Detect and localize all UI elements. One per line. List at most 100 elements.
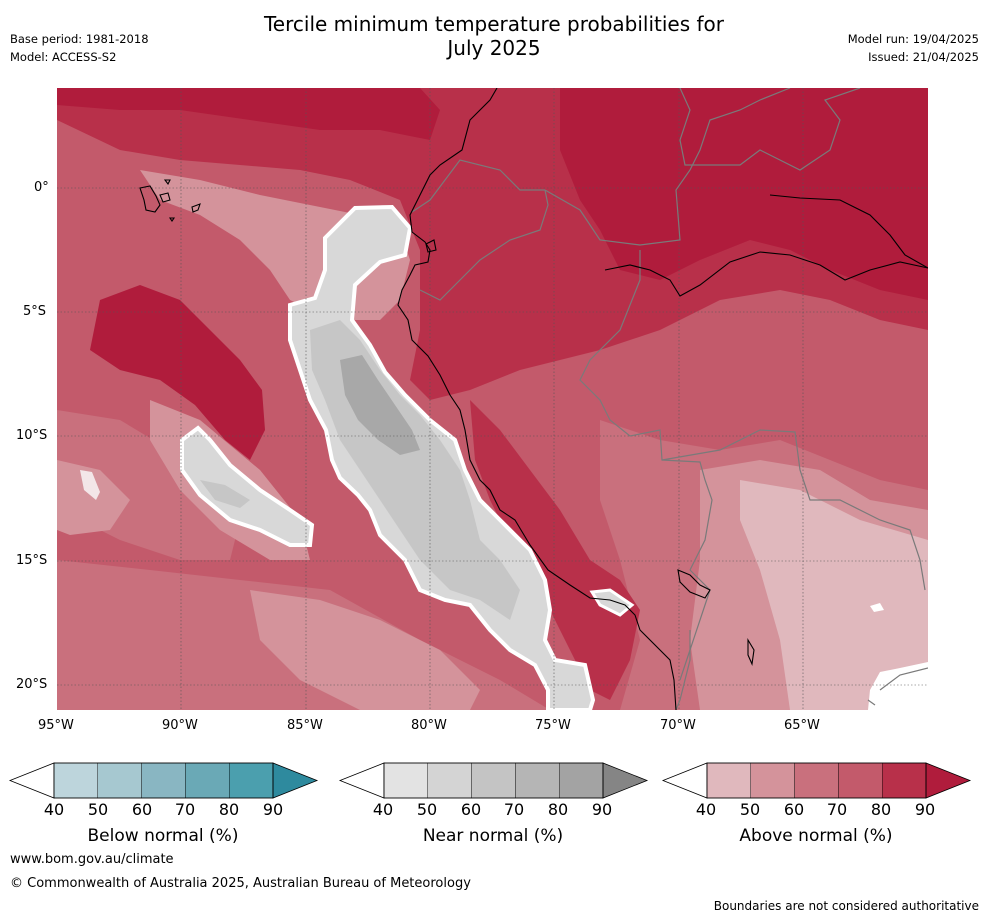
cb2-swatch-2 [427,762,472,799]
border-paraguay [867,699,876,706]
cb3-tick-90: 90 [914,800,936,819]
cb1-swatch-3 [141,762,186,799]
field-near-50-west [200,480,250,508]
cb2-label: Near normal (%) [422,826,564,846]
lat-label-15s: 15°S [16,553,48,568]
field-above-80-coast [470,400,640,700]
boundary-disclaimer: Boundaries are not considered authoritat… [713,899,979,913]
coastline-amazon [769,194,928,269]
cb2-swatch-3 [471,762,516,799]
galapagos-isabela [139,185,161,213]
copyright-notice: © Commonwealth of Australia 2025, Austra… [10,876,471,891]
cb1-outline [53,762,274,799]
border-bolivia-chile [675,630,691,710]
cb1-swatch-2 [97,762,142,799]
cb2-tick-90: 90 [591,800,613,819]
cb3-tick-80: 80 [870,800,892,819]
cb3-tick-40: 40 [695,800,717,819]
cb1-swatch-1 [53,762,98,799]
field-near-40-se-corner [868,662,928,710]
field-above-60-south-coast [250,590,480,710]
map-field [57,88,928,710]
cb2-extend-low [338,762,385,799]
cb2-swatch-4 [515,762,560,799]
cb2-extend-high [602,762,649,799]
cb3-tick-70: 70 [826,800,848,819]
field-above-80-west [90,285,265,460]
lat-label-10s: 10°S [16,428,48,443]
cb2-swatch-5 [559,762,604,799]
website-link[interactable]: www.bom.gov.au/climate [10,852,174,867]
lon-label-95w: 95°W [38,718,74,733]
lake-poopo [747,638,755,666]
cb1-tick-90: 90 [262,800,284,819]
cb1-swatch-5 [228,762,274,799]
title-line-2: July 2025 [447,36,541,60]
cb1-label: Below normal (%) [87,826,239,846]
cb1-extend-low [8,762,55,799]
cb2-tick-50: 50 [416,800,438,819]
cb2-tick-70: 70 [503,800,525,819]
cb3-extend-high [925,762,972,799]
field-near-60-core [340,355,420,455]
border-bolivia-south [879,667,928,691]
lon-label-80w: 80°W [411,718,447,733]
field-near-40-blob [80,470,100,500]
title-line-1: Tercile minimum temperature probabilitie… [263,12,725,36]
cb3-swatch-5 [882,762,927,799]
cb1-swatch-4 [185,762,230,799]
field-above-40-southeast [740,480,928,710]
cb2-tick-80: 80 [547,800,569,819]
border-colombia-brazil [544,88,791,246]
lat-label-0: 0° [34,180,49,195]
cb1-tick-60: 60 [131,800,153,819]
cb3-label: Above normal (%) [739,826,893,846]
cb1-tick-70: 70 [174,800,196,819]
gridlines [57,88,928,710]
lon-label-65w: 65°W [784,718,820,733]
lon-label-90w: 90°W [162,718,198,733]
cb3-swatch-1 [706,762,751,799]
cb3-tick-60: 60 [783,800,805,819]
cb2-swatch-1 [383,762,428,799]
cb2-tick-40: 40 [372,800,394,819]
galapagos-marchena [163,179,171,186]
lon-label-70w: 70°W [660,718,696,733]
field-near-40-east [589,588,635,617]
border-bolivia-brazil [661,429,926,591]
cb3-swatch-3 [794,762,839,799]
border-brazil-north [679,88,861,171]
cb2-tick-60: 60 [460,800,482,819]
lat-label-20s: 20°S [16,677,48,692]
model-name: Model: ACCESS-S2 [10,50,117,64]
coastlines [139,88,928,710]
cb1-extend-high [272,762,319,799]
field-near-40-se-blob [870,603,884,612]
border-ecuador-peru [419,189,549,301]
model-run: Model run: 19/04/2025 [847,32,979,46]
cb3-extend-low [661,762,708,799]
field-near-40-west [180,425,315,547]
galapagos-san-cristobal [191,203,201,213]
cb3-outline [706,762,927,799]
cb3-swatch-2 [750,762,795,799]
field-above-90-northeast [560,88,928,300]
cb3-swatch-4 [838,762,883,799]
lat-label-5s: 5°S [23,304,47,319]
cb3-tick-50: 50 [739,800,761,819]
border-peru-bolivia [679,569,711,681]
base-period: Base period: 1981-2018 [10,32,149,46]
field-above-90-northwest [57,88,440,140]
galapagos-espanola [168,217,176,222]
lon-label-75w: 75°W [535,718,571,733]
chart-title: Tercile minimum temperature probabilitie… [0,12,988,60]
cb1-tick-40: 40 [43,800,65,819]
amazon-river [604,251,928,297]
island-puna [425,239,437,253]
cb2-outline [383,762,604,799]
lake-titicaca [677,569,711,599]
border-peru-brazil [579,250,713,571]
cb1-tick-50: 50 [87,800,109,819]
